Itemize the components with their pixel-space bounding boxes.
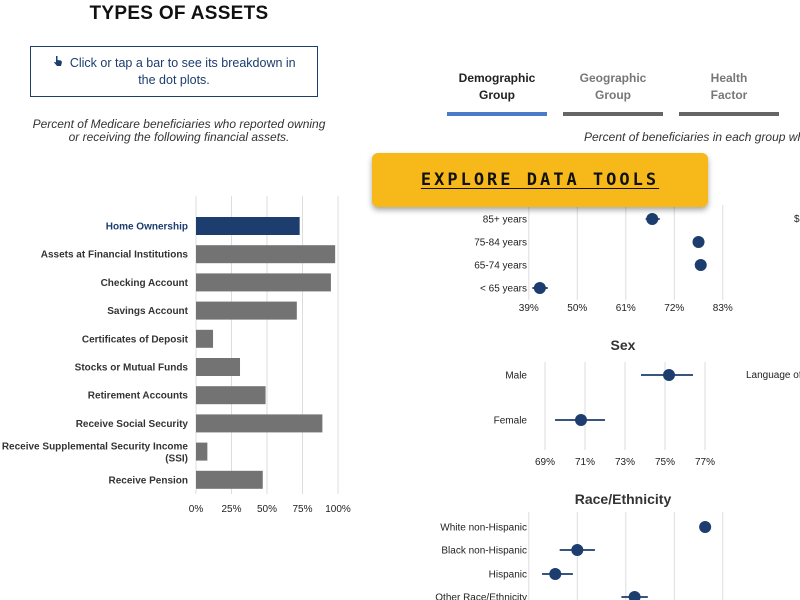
x-tick-label: 77% — [695, 457, 715, 468]
asset-bar-chart[interactable]: 0% 25% 50% 75% 100% Home Ownership Assets at F… — [2, 196, 351, 515]
instruction-text: Click or tap a bar to see its breakdown … — [69, 55, 296, 87]
bar[interactable] — [196, 329, 214, 348]
category-label: 75-84 years — [474, 238, 527, 249]
x-tick-label: 71% — [575, 457, 595, 468]
x-tick-label: 39% — [519, 303, 539, 314]
tab-label-line2: Factor — [710, 88, 748, 102]
age-dot-plot: 39% 50% 61% 72% 83% 85+ years 75-84 years 65-74… — [474, 205, 733, 314]
category-label: Savings Account — [107, 306, 188, 317]
pointer-hand-icon — [52, 55, 64, 72]
bar[interactable] — [196, 358, 241, 376]
data-point — [575, 414, 587, 426]
category-label: Certificates of Deposit — [82, 334, 189, 345]
category-label: Stocks or Mutual Funds — [75, 363, 189, 374]
category-label: Retirement Accounts — [88, 391, 189, 402]
data-point — [549, 568, 562, 580]
x-tick-label: 83% — [713, 303, 733, 314]
x-tick-label: 50% — [257, 504, 277, 515]
data-point — [692, 236, 705, 248]
x-tick-label: 0% — [189, 504, 204, 515]
x-tick-label: 50% — [567, 303, 587, 314]
category-label: Hispanic — [489, 570, 527, 581]
tab-label-line1: Geographic — [579, 71, 647, 85]
tab-underline-active — [447, 112, 547, 116]
tab-label-line2: Group — [479, 88, 515, 102]
category-label: Black non-Hispanic — [441, 546, 527, 557]
dot-plot-subtitle: Percent of beneficiaries in each group w… — [584, 130, 800, 144]
data-point — [571, 544, 584, 556]
tab-health-factor[interactable]: Health Factor — [679, 70, 779, 104]
category-label: Receive Social Security — [76, 419, 189, 430]
bar[interactable] — [196, 386, 266, 405]
dot-plot-title: Sex — [611, 337, 636, 353]
data-point — [663, 369, 675, 381]
bar[interactable] — [196, 245, 336, 264]
x-tick-label: 73% — [615, 457, 635, 468]
x-tick-label: 100% — [325, 504, 351, 515]
data-point — [694, 259, 707, 271]
tab-label-line1: Health — [710, 71, 748, 85]
bar[interactable] — [196, 217, 300, 235]
x-tick-label: 25% — [221, 504, 241, 515]
explore-button-label: EXPLORE DATA TOOLS — [420, 170, 660, 190]
bar[interactable] — [196, 301, 297, 320]
category-label: Assets at Financial Institutions — [41, 250, 189, 261]
tab-demographic-group[interactable]: Demographic Group — [447, 70, 547, 104]
category-label: Other Race/Ethnicity — [435, 593, 527, 600]
explore-data-tools-button[interactable]: EXPLORE DATA TOOLS — [372, 153, 708, 207]
x-tick-label: 61% — [616, 303, 636, 314]
tab-underline — [563, 112, 663, 116]
bar-chart-subtitle: Percent of Medicare beneficiaries who re… — [32, 117, 326, 144]
bar[interactable] — [196, 442, 208, 461]
bar[interactable] — [196, 273, 331, 292]
category-label: < 65 years — [480, 284, 527, 295]
clipped-label: Language of — [746, 370, 800, 381]
race-dot-plot: Race/Ethnicity White non-Hispanic Black no… — [435, 491, 724, 600]
x-tick-label: 69% — [535, 457, 555, 468]
tab-geographic-group[interactable]: Geographic Group — [563, 70, 663, 104]
category-label: Home Ownership — [106, 222, 188, 233]
data-point — [646, 213, 659, 225]
x-tick-label: 75% — [655, 457, 675, 468]
instruction-box: Click or tap a bar to see its breakdown … — [30, 46, 318, 97]
tab-underline — [679, 112, 779, 116]
sex-dot-plot: Sex 69% 71% 73% 75% 77% Male Female — [494, 337, 715, 468]
category-label: White non-Hispanic — [440, 523, 527, 534]
clipped-label: $ — [794, 214, 800, 225]
data-point — [628, 591, 641, 600]
dot-plot-title: Race/Ethnicity — [575, 491, 672, 507]
category-label: Checking Account — [101, 278, 189, 289]
category-label: (SSI) — [165, 454, 188, 465]
page-title: TYPES OF ASSETS — [89, 3, 269, 24]
tab-label-line1: Demographic — [458, 71, 536, 85]
category-label: Receive Pension — [109, 475, 188, 486]
data-point — [699, 521, 712, 533]
x-tick-label: 75% — [292, 504, 312, 515]
bar[interactable] — [196, 470, 263, 489]
tab-label-line2: Group — [595, 88, 631, 102]
data-point — [533, 282, 546, 294]
category-label: Receive Supplemental Security Income — [2, 442, 189, 453]
category-label: Male — [505, 371, 527, 382]
category-label: Female — [494, 416, 528, 427]
bar[interactable] — [196, 414, 323, 433]
x-tick-label: 72% — [664, 303, 684, 314]
category-label: 85+ years — [483, 215, 527, 226]
category-label: 65-74 years — [474, 261, 527, 272]
